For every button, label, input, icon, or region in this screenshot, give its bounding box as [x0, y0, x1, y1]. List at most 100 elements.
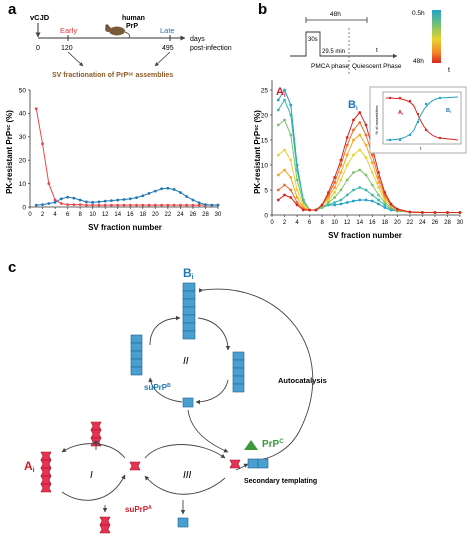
chart-a-series-0-point	[78, 203, 82, 207]
inset-xlabel: t	[420, 146, 422, 151]
chart-b-x-tick-label: 14	[356, 220, 363, 226]
chart-b-series-5-point	[283, 183, 286, 187]
chart-a-ylabel: PK-resistant PrPˢᶜ (%)	[5, 110, 14, 194]
chart-b-series-6-point	[308, 208, 311, 212]
chart-a-series-1-point	[66, 195, 69, 199]
chart-b-series-3-point	[289, 158, 293, 162]
chart-a-series-1-point	[47, 202, 51, 205]
panel-b-letter: b	[258, 1, 267, 18]
chart-a-series-1-point	[103, 199, 107, 203]
protocol-t: t	[376, 47, 378, 54]
chart-b-series-3-point	[276, 153, 280, 157]
chart-b-series-5-point	[358, 121, 362, 124]
chart-b-series-2-point	[370, 183, 374, 187]
chart-b-series-6-point	[389, 202, 393, 206]
chart-b-x-tick-label: 20	[394, 220, 401, 226]
chart-b-series-3-point	[295, 188, 299, 192]
chart-b-x-tick-label: 30	[457, 220, 464, 226]
chart-b-series-6-point	[358, 111, 362, 114]
mouse-label-prp: PrP	[126, 23, 138, 30]
bi-assembly-right	[232, 351, 245, 393]
inset-curve-a	[385, 97, 459, 141]
time-color-scale: 0.5h 48h t	[412, 10, 450, 74]
chart-a-series-0-point	[191, 203, 195, 207]
label-ai: Ai	[24, 459, 35, 474]
chart-b-series-6-point	[314, 208, 318, 212]
chart-a-series-0-point	[110, 203, 113, 207]
timeline-tick-zero: 0	[36, 45, 40, 52]
chart-a-series-0-point	[116, 203, 120, 207]
chart-b-y-tick-label: 15	[261, 137, 269, 144]
chart-a-series-0-point	[160, 203, 164, 207]
chart-a-series-1-point	[216, 203, 220, 207]
chart-b-series-4-point	[289, 176, 293, 179]
chart-a-series-1-point	[135, 196, 138, 200]
chart-b-x-tick-label: 2	[283, 220, 287, 226]
chart-a-x-tick-label: 8	[78, 212, 82, 218]
chart-a-series-1-point	[91, 200, 95, 204]
chart-a-series-1-point	[41, 203, 44, 207]
chart-b-series-6-point	[458, 211, 462, 214]
chart-b-series-6-point	[283, 193, 286, 197]
chart-a-series-1-point	[210, 203, 214, 207]
chart-a-series-1-point	[166, 186, 170, 190]
chart-b-series-4-point	[352, 138, 355, 142]
chart-b-series-1-point	[283, 98, 286, 102]
chart-b-x-tick-label: 18	[381, 220, 388, 226]
chart-a-series-1-point	[116, 198, 120, 202]
chart-b-series-6-point	[276, 198, 280, 202]
chart-b-series-0-point	[283, 88, 286, 92]
chart-a-x-tick-label: 26	[190, 212, 197, 218]
chart-a-series-1-point	[122, 198, 126, 201]
chart-b-series-6-point	[421, 211, 424, 214]
chart-b-x-tick-label: 16	[369, 220, 376, 226]
chart-b-series-0-point	[289, 103, 293, 107]
chart-b-series-1-point	[377, 198, 380, 202]
chart-b-series-4-point	[370, 161, 374, 164]
protocol-29min: 29.5 min	[322, 49, 345, 55]
chart-b-x-tick-label: 26	[432, 220, 439, 226]
chart-b-series-6-point	[433, 211, 437, 214]
suprp-a-monomer	[129, 461, 141, 471]
chart-b-series-5-point	[345, 143, 349, 147]
chart-b-series-2-point	[276, 123, 280, 127]
chart-b-series-1-point	[352, 188, 355, 192]
chart-a-series-1-point	[110, 199, 113, 203]
chart-b-series-0-point	[370, 199, 374, 203]
chart-a-y-tick-label: 30	[19, 134, 27, 141]
label-bi: Bi	[183, 266, 194, 281]
chart-b-series-3-point	[358, 148, 362, 152]
chart-b-series-2-point	[345, 178, 349, 182]
protocol-quiescent: Quiescent Phase	[352, 63, 402, 70]
protocol-30s: 30s	[308, 37, 318, 43]
chart-a-series-0-point	[103, 203, 107, 207]
chart-b-series-0-point	[333, 203, 337, 207]
chart-b-series-0-point	[383, 206, 387, 209]
chart-b-series-2-point	[383, 201, 387, 204]
chart-a-x-tick-label: 28	[202, 212, 209, 218]
chart-b-series-0-point	[364, 198, 368, 202]
protocol-legend: 48h 30s 29.5 min PMCA phase Quiescent Ph…	[290, 11, 402, 74]
chart-b-series-6-point	[289, 196, 293, 199]
chart-b-series-1-point	[364, 188, 368, 192]
panel-a: a vCJD Early Late 0 120 495 days post-in…	[5, 1, 232, 232]
chart-b-series-2-point	[364, 173, 368, 177]
chart-b-series-5-point	[339, 163, 343, 167]
chart-a-y-tick-label: 10	[19, 181, 27, 188]
chart-a-series-1-point	[97, 200, 101, 204]
chart-a-y-tick-label: 20	[19, 158, 27, 165]
chart-a-series-1-point	[179, 191, 182, 194]
chart-a-series-0-point	[179, 203, 182, 207]
chart-b-series-1-point	[339, 198, 343, 202]
chart-b-series-2-point	[327, 201, 330, 204]
chart-a-series-0-point	[135, 203, 138, 207]
chart-b-series-0-point	[358, 198, 362, 202]
chart-b-series-5-point	[276, 188, 280, 192]
secondary-label: Secondary templating	[244, 478, 317, 485]
chart-b-series-6-point	[352, 118, 355, 122]
chart-a-x-tick-label: 12	[102, 212, 109, 218]
chart-b-series-6-point	[395, 207, 399, 211]
chart-a-series-1-point	[72, 196, 76, 200]
